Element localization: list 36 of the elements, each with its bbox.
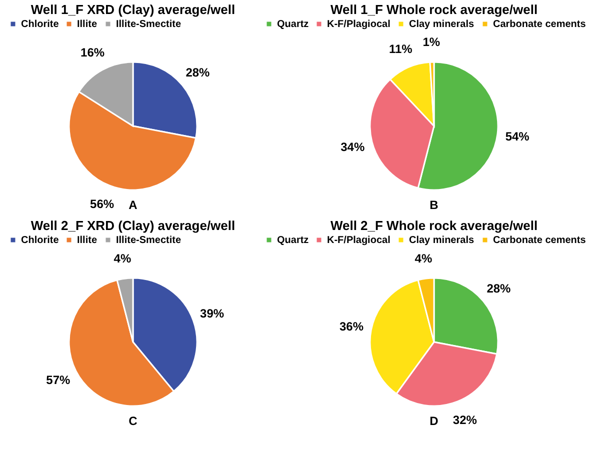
legend-label: Illite <box>77 19 98 30</box>
data-label: 34% <box>340 140 365 154</box>
chart-title: Well 1_F XRD (Clay) average/well <box>30 2 236 17</box>
data-label: 54% <box>505 130 530 144</box>
data-label: 16% <box>80 45 105 60</box>
legend-label: Carbonate cements <box>493 19 586 30</box>
data-label: 57% <box>46 373 70 388</box>
text: C <box>128 414 138 428</box>
data-label: 4% <box>114 252 132 266</box>
data-label: 56% <box>90 197 114 212</box>
chart-title: Well 1_F Whole rock average/well <box>330 2 538 17</box>
legend-label: Chlorite <box>21 235 60 246</box>
chart-title: Well 2_F XRD (Clay) average/well <box>30 218 236 233</box>
data-label: 36% <box>339 319 364 334</box>
legend-label: Clay minerals <box>409 235 474 246</box>
legend-label: Illite <box>77 235 98 246</box>
legend-label: Carbonate cements <box>493 235 586 246</box>
data-label: 32% <box>452 413 478 428</box>
legend-label: Illite-Smectite <box>116 235 182 246</box>
data-label: 4% <box>414 252 432 266</box>
legend-label: Chlorite <box>21 19 60 30</box>
data-label: 1% <box>422 35 440 50</box>
text: A <box>128 198 138 212</box>
legend-label: K-F/Plagiocal <box>327 19 391 30</box>
data-label: 39% <box>200 306 224 321</box>
data-label: 28% <box>486 281 512 296</box>
legend-label: K-F/Plagiocal <box>327 235 391 246</box>
legend-label: Illite-Smectite <box>116 19 182 30</box>
legend-label: Quartz <box>277 19 309 30</box>
chart-title: Well 2_F Whole rock average/well <box>330 218 538 233</box>
data-label: 28% <box>186 65 210 80</box>
text: B <box>430 198 439 212</box>
text: D <box>430 414 439 428</box>
legend-label: Quartz <box>277 235 309 246</box>
legend-label: Clay minerals <box>409 19 474 30</box>
data-label: 11% <box>388 42 413 56</box>
